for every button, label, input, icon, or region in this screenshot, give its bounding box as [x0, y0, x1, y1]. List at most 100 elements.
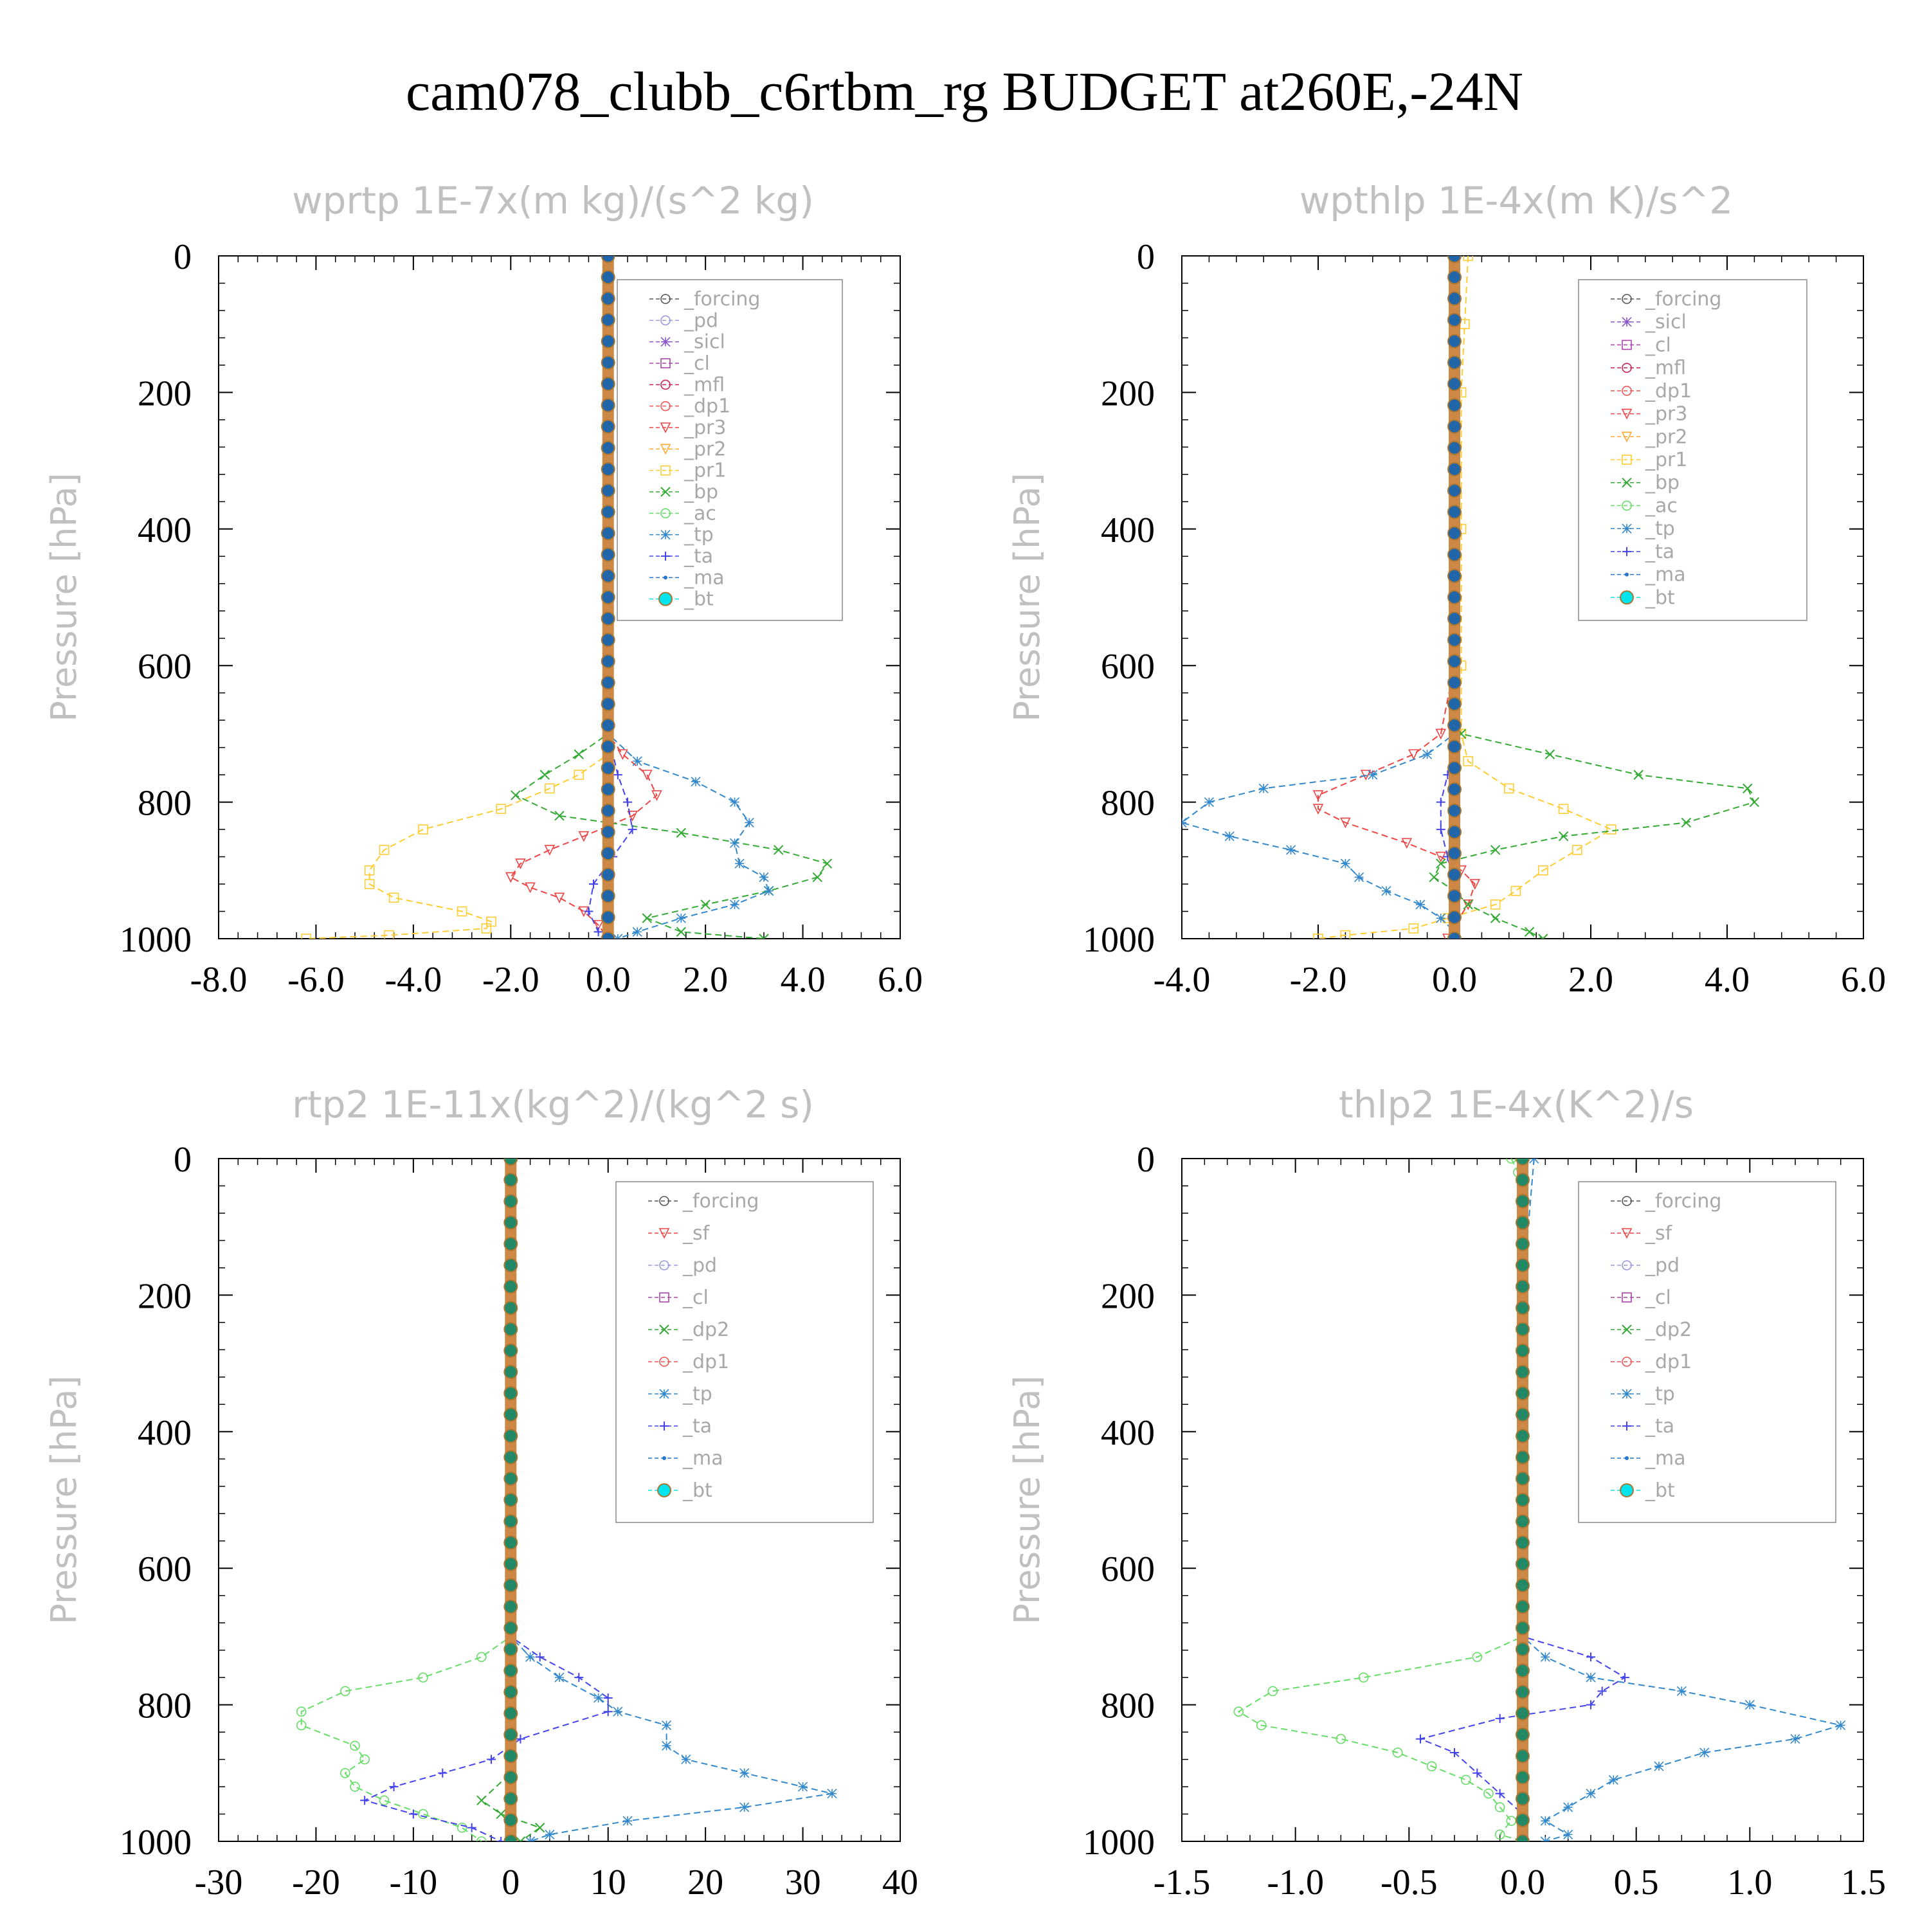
series-point_bt: [1516, 1364, 1530, 1379]
chart-panel-2: wpthlp 1E-4x(m K)/s^2 Pressure [hPa] -4.0 -…: [1007, 179, 1886, 1000]
series-point_ta: [593, 927, 603, 937]
series-point_ta: [603, 1693, 613, 1702]
series-point_bt: [503, 1258, 518, 1272]
x-tick-label: -20: [292, 1863, 340, 1902]
series-point_pr1: [1340, 930, 1351, 939]
series-point_dp1: [1460, 1774, 1471, 1785]
series-point_bt: [601, 696, 615, 711]
series-point_pr3: [1435, 728, 1447, 740]
series-point_tp: [554, 1672, 565, 1683]
y-tick-label: 1000: [120, 920, 192, 960]
series-point_ta: [574, 1673, 584, 1683]
series-group: [1233, 1159, 1846, 1841]
series-point_bt: [1516, 1663, 1530, 1678]
series-point_bt: [1447, 910, 1462, 925]
legend-entry: _ta: [1645, 1415, 1674, 1438]
series-point_bp: [676, 926, 686, 937]
legend-entry: _pr2: [684, 438, 726, 460]
legend-entry: _cl: [682, 1286, 709, 1309]
series-point_bt: [1516, 1386, 1530, 1401]
series-point_bp: [1544, 749, 1555, 759]
series-point_bt: [601, 568, 615, 583]
legend-box: [1578, 1181, 1836, 1523]
legend-entry: _forcing: [684, 288, 760, 311]
series-point_tp: [632, 926, 642, 937]
main-title: cam078_clubb_c6rtbm_rg BUDGET at260E,-24…: [405, 60, 1523, 122]
series-point_bt: [1447, 633, 1462, 647]
series-point_tp: [764, 886, 774, 896]
series-point_bt: [601, 739, 615, 754]
series-point_bt: [503, 1621, 518, 1636]
series-point_bt: [503, 1279, 518, 1294]
series-point_ta: [1450, 1747, 1459, 1757]
x-tick-label: 4.0: [1705, 960, 1750, 1000]
x-tick-label: 6.0: [1841, 960, 1886, 1000]
series-point_bt: [503, 1471, 518, 1486]
series-point_bt: [503, 1728, 518, 1742]
series-point_tp: [759, 872, 769, 882]
series-point_ta: [1416, 1734, 1425, 1744]
series-line_dp1: [300, 1159, 512, 1841]
series-point_pr3: [1312, 790, 1324, 801]
series-point_tp: [827, 1789, 837, 1799]
series-point_dp1: [1233, 1706, 1244, 1717]
series-point_bt: [1516, 1194, 1530, 1209]
legend-marker: [659, 1196, 669, 1206]
series-point_tp: [545, 1829, 555, 1839]
series-point_pr1: [1408, 923, 1419, 934]
legend-marker: [1622, 363, 1632, 373]
series-point_ta: [613, 770, 622, 780]
y-tick-label: 0: [174, 1140, 192, 1180]
series-point_bp: [1633, 770, 1644, 780]
series-point_ta: [1620, 1673, 1629, 1683]
series-point_bt: [503, 1535, 518, 1550]
series-point_bt: [1516, 1173, 1530, 1187]
series-point_bt: [1516, 1621, 1530, 1636]
series-point_tp: [622, 1816, 633, 1826]
legend-marker: [661, 552, 670, 561]
series-point_bp: [1429, 872, 1439, 883]
legend-entry: _pd: [1645, 1254, 1680, 1277]
series-point_bt: [1447, 547, 1462, 562]
series-point_bt: [1516, 1535, 1530, 1550]
y-tick-label: 600: [1101, 1549, 1155, 1589]
series-point_pr3: [525, 882, 536, 894]
series-point_ta: [467, 1823, 476, 1832]
series-point_tp: [739, 1802, 750, 1812]
series-point_bt: [1447, 483, 1462, 498]
x-tick-label: -1.0: [1267, 1863, 1324, 1902]
series-point_bt: [601, 846, 615, 861]
series-line_dp2: [480, 1159, 541, 1841]
series-point_bt: [1516, 1343, 1530, 1358]
series-point_pr1: [1510, 885, 1521, 896]
series-point_pr3: [1442, 934, 1453, 939]
series-point_ta: [584, 907, 593, 916]
y-tick-label: 800: [1101, 784, 1155, 824]
series-point_bt: [601, 312, 615, 327]
legend-box: [1578, 279, 1807, 621]
legend-entry: _cl: [684, 352, 710, 375]
series-point_dp1: [1506, 1159, 1517, 1164]
series-point_pr3: [544, 845, 556, 856]
series-point_bt: [1447, 355, 1462, 370]
y-tick-label: 1000: [1083, 1823, 1155, 1863]
x-tick-label: -4.0: [1154, 960, 1211, 1000]
legend-marker: [1621, 408, 1633, 420]
legend-marker: [1622, 1389, 1632, 1399]
x-tick-label: -1.5: [1154, 1863, 1211, 1902]
series-point_tp: [1258, 783, 1269, 793]
series-point_pr1: [1463, 756, 1473, 766]
series-point_tp: [1340, 858, 1350, 869]
series-point_ta: [1472, 1768, 1482, 1778]
legend-entry: _sicl: [1645, 311, 1687, 334]
series-point_pr1: [545, 783, 555, 794]
plot-frame: [218, 255, 901, 939]
series-point_bt: [601, 526, 615, 541]
y-tick-label: 0: [174, 237, 192, 277]
series-point_bt: [1516, 1812, 1530, 1827]
series-point_bt: [503, 1215, 518, 1230]
series-point_tp: [593, 1693, 604, 1703]
legend-entry: _ta: [1645, 541, 1674, 563]
legend-entry: _pr2: [1645, 426, 1687, 448]
